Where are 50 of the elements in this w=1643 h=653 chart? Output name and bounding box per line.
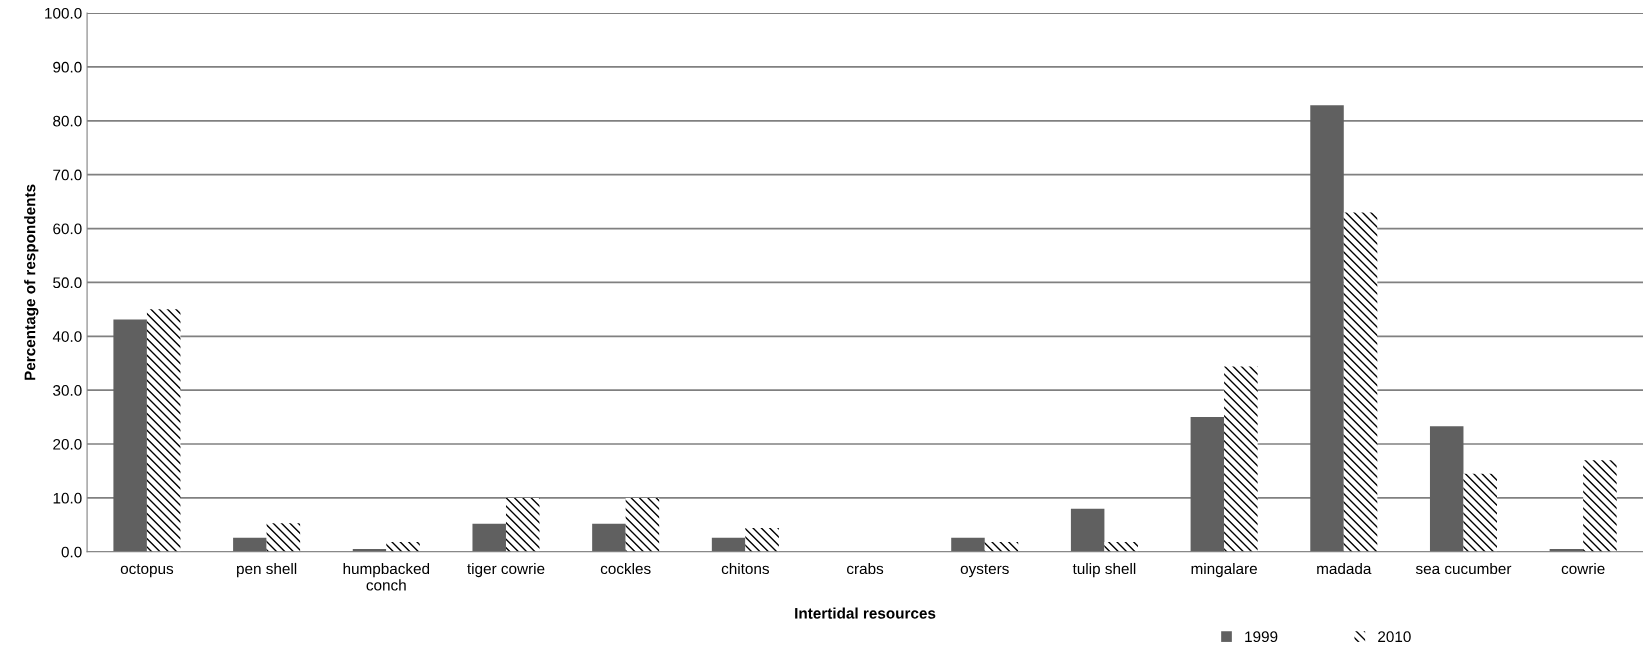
x-tick-label: cowrie [1561, 562, 1605, 575]
y-tick-label: 0.0 [61, 546, 82, 558]
bar [1310, 105, 1344, 552]
x-tick-label: cockles [600, 562, 651, 575]
y-tick-label: 10.0 [53, 492, 82, 504]
bar [266, 523, 301, 552]
bar [1190, 417, 1225, 552]
x-tick-label: chitons [721, 562, 770, 575]
x-tick-label: oysters [960, 564, 1009, 578]
legend-label: 1999 [1245, 631, 1278, 643]
bar [1070, 508, 1105, 552]
bar [984, 542, 1019, 552]
x-tick-label: crabs [847, 562, 884, 575]
bar [1104, 542, 1138, 552]
bar [233, 537, 267, 552]
bar [711, 537, 746, 552]
bar [1583, 460, 1617, 552]
bar [146, 309, 181, 552]
y-tick-label: 100.0 [45, 7, 82, 19]
bar [1343, 212, 1378, 552]
x-tick-label: tiger cowrie [467, 562, 545, 578]
bar [625, 497, 660, 552]
y-tick-label: 60.0 [53, 223, 82, 235]
bar [745, 528, 779, 552]
bar [951, 537, 985, 552]
bar [113, 319, 147, 552]
bar [1429, 426, 1464, 552]
y-tick-label: 70.0 [53, 169, 82, 181]
y-tick-label: 90.0 [53, 61, 82, 73]
y-tick-label: 40.0 [52, 331, 82, 342]
x-tick-label: madada [1317, 562, 1372, 575]
bar [472, 523, 506, 552]
bar [1463, 473, 1497, 552]
y-tick-label: 80.0 [53, 115, 82, 127]
x-tick-label: sea cucumber [1415, 562, 1512, 575]
x-axis-title: Intertidal resources [795, 607, 936, 619]
bar [1224, 366, 1258, 552]
y-axis-title: Percentage of respondents [24, 184, 39, 380]
bar [592, 523, 626, 552]
legend-label: 2010 [1378, 631, 1411, 643]
y-tick-label: 30.0 [53, 385, 82, 396]
y-tick-label: 20.0 [53, 438, 82, 450]
x-tick-label: tulip shell [1072, 562, 1136, 578]
x-tick-label: mingalare [1191, 562, 1257, 578]
x-tick-label: octopus [120, 564, 174, 578]
x-tick-label: humpbacked conch [343, 562, 430, 591]
x-tick-label: pen shell [237, 562, 297, 578]
bar [386, 542, 420, 552]
y-tick-label: 50.0 [53, 277, 82, 289]
bar [505, 497, 540, 552]
